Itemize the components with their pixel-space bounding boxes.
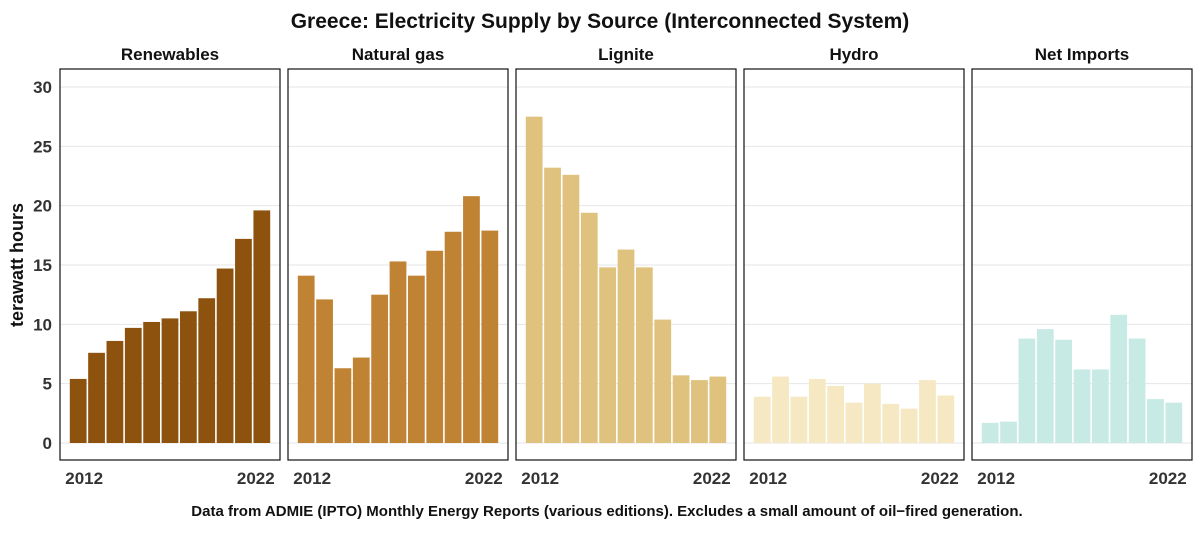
facet-panel-renewables: Renewables 2012 2022 bbox=[59, 45, 281, 488]
y-tick-label: 15 bbox=[33, 256, 52, 275]
bar-2018 bbox=[635, 267, 653, 443]
bar-2012 bbox=[69, 378, 87, 443]
bar-2015 bbox=[352, 357, 370, 443]
bar-2018 bbox=[1091, 369, 1109, 443]
x-tick-label: 2022 bbox=[465, 469, 503, 488]
bar-2013 bbox=[544, 167, 561, 443]
x-tick-label: 2022 bbox=[237, 469, 275, 488]
bar-2019 bbox=[198, 298, 216, 443]
bar-2019 bbox=[882, 403, 900, 443]
x-tick-label: 2012 bbox=[749, 469, 787, 488]
y-tick-label: 30 bbox=[33, 78, 52, 97]
y-axis-title: terawatt hours bbox=[7, 203, 27, 327]
bar-2022 bbox=[253, 210, 271, 443]
bar-2020 bbox=[216, 268, 234, 443]
panel-border bbox=[971, 68, 1193, 461]
bar-2013 bbox=[316, 299, 333, 443]
panel-border bbox=[59, 68, 281, 461]
bar-2019 bbox=[654, 319, 672, 443]
bar-2022 bbox=[481, 230, 499, 443]
chart-title: Greece: Electricity Supply by Source (In… bbox=[291, 10, 910, 33]
x-tick-label: 2012 bbox=[65, 469, 103, 488]
facet-panel-natural-gas: Natural gas 2012 2022 bbox=[287, 45, 509, 488]
bar-2014 bbox=[106, 340, 124, 443]
y-tick-label: 10 bbox=[33, 315, 52, 334]
y-tick-label: 5 bbox=[43, 375, 52, 394]
panel-border bbox=[743, 68, 965, 461]
bar-2017 bbox=[161, 318, 179, 443]
bar-2021 bbox=[463, 196, 480, 443]
bar-2022 bbox=[709, 376, 727, 443]
bar-2019 bbox=[1110, 314, 1128, 443]
bar-2022 bbox=[1165, 402, 1183, 443]
bar-2014 bbox=[562, 174, 580, 443]
facet-panel-lignite: Lignite 2012 2022 bbox=[515, 45, 737, 488]
facet-label: Lignite bbox=[598, 45, 654, 64]
bar-2018 bbox=[407, 275, 425, 443]
bar-2012 bbox=[297, 275, 315, 443]
bar-2020 bbox=[444, 231, 462, 443]
x-tick-label: 2012 bbox=[293, 469, 331, 488]
bar-2020 bbox=[900, 408, 918, 443]
bar-2015 bbox=[808, 378, 826, 443]
bar-2017 bbox=[1073, 369, 1091, 443]
y-tick-label: 25 bbox=[33, 137, 52, 156]
bar-2017 bbox=[617, 249, 635, 443]
facet-label: Natural gas bbox=[352, 45, 445, 64]
y-tick-label: 0 bbox=[43, 434, 52, 453]
y-tick-label: 20 bbox=[33, 197, 52, 216]
bar-2015 bbox=[1036, 329, 1054, 443]
x-tick-label: 2022 bbox=[1149, 469, 1187, 488]
bar-2020 bbox=[1128, 338, 1146, 443]
panel-border bbox=[515, 68, 737, 461]
panel-border bbox=[287, 68, 509, 461]
bar-2018 bbox=[863, 383, 881, 443]
bar-2013 bbox=[1000, 421, 1017, 443]
bar-2013 bbox=[88, 352, 105, 443]
bar-2014 bbox=[334, 368, 352, 443]
bar-2012 bbox=[981, 422, 999, 443]
y-axis-ticks: 0 5 10 15 20 25 30 bbox=[33, 78, 52, 453]
facet-label: Renewables bbox=[121, 45, 219, 64]
bar-2019 bbox=[426, 250, 444, 443]
bar-2012 bbox=[753, 396, 771, 443]
bar-2021 bbox=[1147, 399, 1164, 443]
x-tick-label: 2012 bbox=[977, 469, 1015, 488]
bar-2015 bbox=[580, 212, 598, 443]
bar-2016 bbox=[827, 386, 845, 443]
bar-2017 bbox=[845, 402, 863, 443]
x-tick-label: 2022 bbox=[921, 469, 959, 488]
facet-panel-hydro: Hydro 2012 2022 bbox=[743, 45, 965, 488]
bar-2016 bbox=[371, 294, 389, 443]
bar-2014 bbox=[790, 396, 808, 443]
facet-panel-net-imports: Net Imports 2012 2022 bbox=[971, 45, 1193, 488]
bar-2016 bbox=[143, 321, 161, 443]
x-tick-label: 2012 bbox=[521, 469, 559, 488]
bar-2016 bbox=[599, 267, 617, 443]
facet-label: Net Imports bbox=[1035, 45, 1129, 64]
bar-2015 bbox=[124, 327, 142, 443]
bar-2021 bbox=[691, 380, 708, 443]
chart-caption: Data from ADMIE (IPTO) Monthly Energy Re… bbox=[191, 503, 1022, 520]
bar-2021 bbox=[235, 238, 252, 443]
bar-2013 bbox=[772, 376, 789, 443]
bar-2012 bbox=[525, 116, 543, 444]
bar-2014 bbox=[1018, 338, 1036, 443]
bar-2016 bbox=[1055, 339, 1073, 443]
bar-2018 bbox=[179, 311, 197, 443]
facet-label: Hydro bbox=[829, 45, 878, 64]
bar-2021 bbox=[919, 380, 936, 443]
bar-2017 bbox=[389, 261, 407, 443]
x-tick-label: 2022 bbox=[693, 469, 731, 488]
bar-2022 bbox=[937, 395, 955, 443]
bar-2020 bbox=[672, 375, 690, 443]
